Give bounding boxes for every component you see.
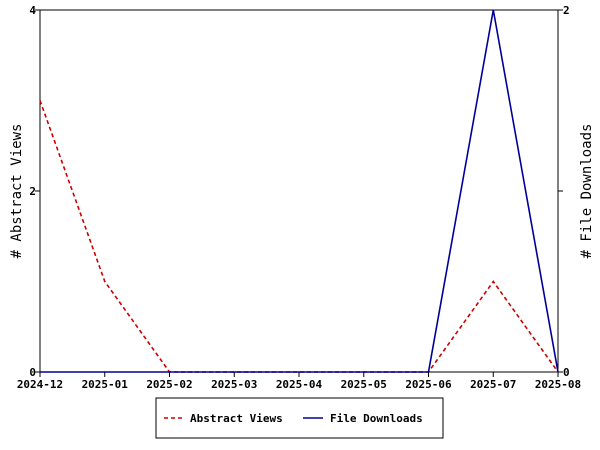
plot-area-border [39,9,559,373]
y-right-tick-label: 0 [563,366,570,379]
x-tick-label: 2024-12 [17,378,63,391]
plot-frame [39,9,559,373]
x-tick-label: 2025-01 [82,378,129,391]
legend-box [155,397,444,439]
y-right-tick-label: 2 [563,4,570,17]
legend: Abstract Views File Downloads [155,397,444,439]
y-left-tick-label: 0 [29,366,36,379]
legend-label-file-downloads: File Downloads [330,412,423,425]
series-line-abstract-views [39,100,559,373]
series-layer [39,9,559,373]
y-axis-right-title: # File Downloads [579,124,595,259]
x-tick-label: 2025-07 [470,378,516,391]
x-tick-label: 2025-02 [146,378,192,391]
series-line-file-downloads [40,9,559,373]
y-left-tick-label: 4 [29,4,36,17]
y-axis-left-title: # Abstract Views [9,124,25,259]
x-tick-label: 2025-06 [405,378,452,391]
ticks-layer: 2024-12 2025-01 2025-02 2025-03 2025-04 2025-… [17,4,581,391]
x-tick-label: 2025-04 [276,378,323,391]
x-tick-label: 2025-05 [341,378,387,391]
x-tick-label: 2025-08 [535,378,581,391]
x-tick-label: 2025-03 [211,378,257,391]
legend-label-abstract-views: Abstract Views [190,412,283,425]
y-left-tick-label: 2 [29,185,36,198]
